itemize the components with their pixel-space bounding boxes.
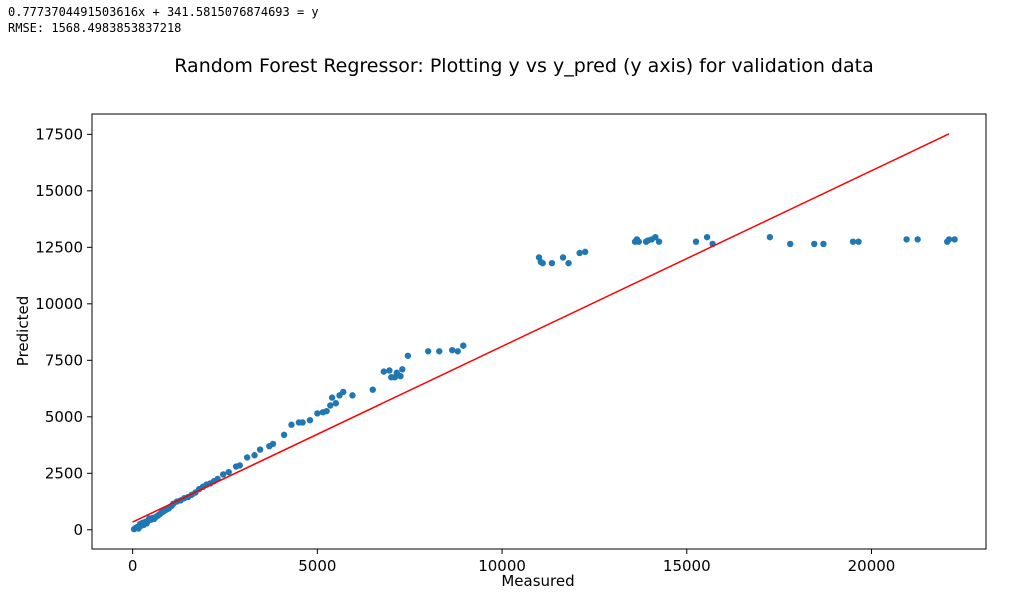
y-tick-label: 10000 bbox=[35, 295, 83, 313]
data-point bbox=[565, 259, 572, 267]
x-tick-label: 20000 bbox=[848, 557, 896, 575]
axis-ticks: 0 5000 10000 15000 20000 0 2500 5000 7500 10000 12… bbox=[35, 125, 895, 575]
data-point bbox=[327, 402, 334, 409]
data-point bbox=[236, 462, 243, 469]
equation-output: 0.7773704491503616x + 341.5815076874693 … bbox=[8, 5, 319, 19]
data-point bbox=[951, 236, 958, 243]
data-point bbox=[539, 259, 546, 267]
data-point bbox=[349, 392, 356, 399]
data-point bbox=[340, 388, 347, 396]
data-point bbox=[652, 233, 659, 241]
data-point bbox=[655, 238, 663, 245]
x-tick-label: 0 bbox=[128, 557, 138, 575]
data-point bbox=[849, 238, 857, 245]
y-tick-label: 17500 bbox=[35, 125, 83, 143]
data-point bbox=[581, 248, 589, 256]
data-point bbox=[306, 416, 314, 424]
plot-frame bbox=[91, 113, 987, 550]
data-point bbox=[404, 352, 412, 359]
data-point bbox=[454, 348, 461, 355]
data-point bbox=[635, 238, 642, 245]
data-point bbox=[820, 240, 827, 248]
y-axis-label: Predicted bbox=[14, 296, 32, 366]
data-point bbox=[460, 342, 467, 349]
y-tick-label: 7500 bbox=[45, 351, 83, 369]
data-point bbox=[424, 348, 432, 355]
data-point bbox=[380, 368, 388, 375]
data-point bbox=[914, 236, 921, 243]
y-tick-label: 12500 bbox=[35, 238, 83, 256]
data-point bbox=[219, 471, 227, 478]
data-point bbox=[314, 410, 321, 417]
x-tick-label: 5000 bbox=[298, 557, 336, 575]
y-tick-label: 2500 bbox=[45, 464, 83, 482]
data-point bbox=[386, 367, 393, 374]
data-point bbox=[436, 348, 443, 355]
data-point bbox=[766, 233, 774, 241]
data-point bbox=[787, 240, 794, 248]
data-point bbox=[243, 454, 251, 461]
data-point bbox=[369, 386, 376, 393]
chart-title: Random Forest Regressor: Plotting y vs y… bbox=[174, 55, 873, 77]
data-point bbox=[397, 372, 404, 380]
data-point bbox=[548, 259, 556, 267]
data-point bbox=[703, 233, 711, 241]
y-tick-label: 0 bbox=[73, 521, 83, 539]
data-point bbox=[903, 236, 910, 243]
x-tick-label: 10000 bbox=[478, 557, 526, 575]
data-point bbox=[811, 240, 818, 248]
x-tick-label: 15000 bbox=[663, 557, 711, 575]
data-point bbox=[280, 431, 288, 439]
data-point bbox=[256, 446, 264, 453]
data-points bbox=[130, 233, 958, 533]
data-point bbox=[299, 419, 306, 426]
rmse-output: RMSE: 1568.4983853837218 bbox=[8, 21, 182, 35]
data-point bbox=[288, 421, 295, 428]
data-point bbox=[855, 238, 862, 245]
x-axis-label: Measured bbox=[501, 572, 574, 590]
y-tick-label: 15000 bbox=[35, 182, 83, 200]
y-tick-label: 5000 bbox=[45, 408, 83, 426]
data-point bbox=[332, 400, 340, 407]
data-point bbox=[251, 452, 258, 459]
data-point bbox=[399, 366, 406, 373]
data-point bbox=[576, 249, 583, 257]
data-point bbox=[448, 346, 456, 354]
data-point bbox=[559, 254, 567, 261]
data-point bbox=[323, 407, 330, 415]
data-point bbox=[692, 238, 700, 245]
data-point bbox=[225, 468, 232, 476]
data-point bbox=[269, 440, 277, 448]
data-point bbox=[945, 236, 953, 243]
fit-line bbox=[132, 133, 950, 523]
data-point bbox=[328, 394, 336, 401]
